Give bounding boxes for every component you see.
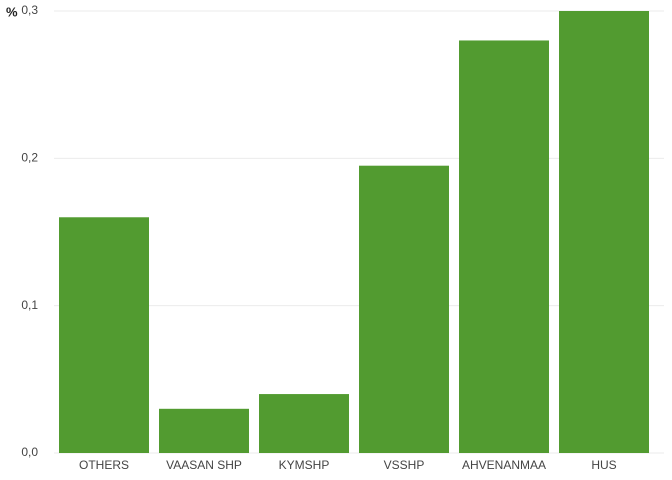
y-tick-label: 0,1: [21, 298, 38, 312]
x-tick-label: HUS: [591, 458, 616, 472]
bar: [59, 217, 149, 453]
x-tick-label: AHVENANMAA: [462, 458, 546, 472]
y-tick-label: 0,2: [21, 151, 38, 165]
x-tick-label: VAASAN SHP: [166, 458, 242, 472]
bar: [259, 394, 349, 453]
y-tick-label: 0,3: [21, 3, 38, 17]
bar: [359, 165, 449, 453]
bar: [559, 11, 649, 453]
y-axis-label: %: [6, 4, 18, 19]
y-tick-label: 0,0: [21, 445, 38, 459]
bar: [159, 408, 249, 453]
x-tick-label: KYMSHP: [279, 458, 330, 472]
x-tick-label: VSSHP: [384, 458, 425, 472]
bar: [459, 40, 549, 453]
x-tick-label: OTHERS: [79, 458, 129, 472]
